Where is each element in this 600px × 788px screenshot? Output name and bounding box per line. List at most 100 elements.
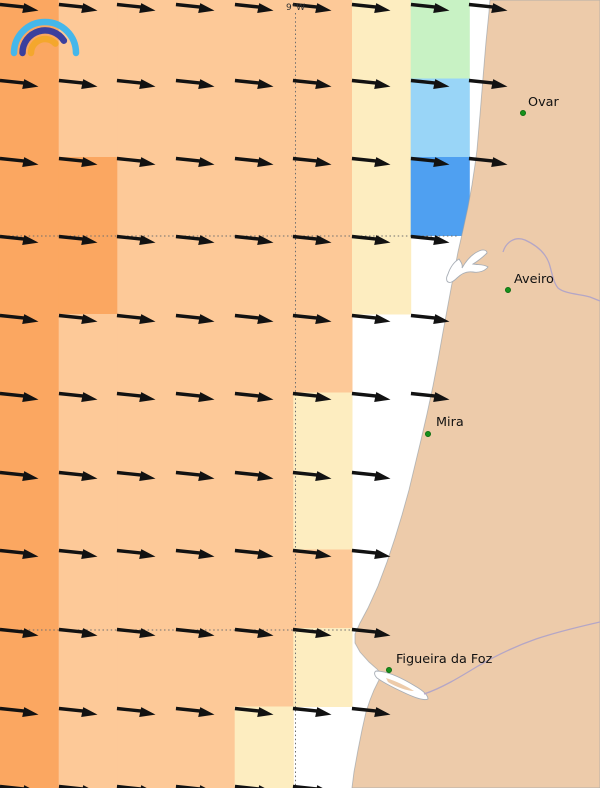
wind-arrow-east [351,706,391,717]
wind-speed-cell [0,471,60,550]
wind-arrow-east [410,78,450,89]
wind-speed-cell [58,157,118,236]
wind-speed-cell [117,471,177,550]
wind-arrow-east [292,706,332,717]
wind-speed-cell [234,549,294,629]
wind-arrow-east [410,234,450,245]
wind-speed-cell [58,549,118,629]
wind-speed-cell [58,392,118,472]
wind-arrow-east [0,2,39,13]
wind-arrow-east [351,156,391,167]
wind-speed-cell [352,157,412,236]
wind-arrow-east [468,2,508,13]
wind-arrow-east [410,156,450,167]
logo-inner-arc [27,35,59,57]
wind-arrow-east [0,548,39,559]
wind-speed-cell [58,0,118,79]
wind-arrow-east [0,78,39,89]
wind-arrow-east [116,470,156,481]
wind-arrow-east [175,313,215,324]
wind-arrow-east [175,78,215,89]
city-markers: Ovar Aveiro Mira Figueira da Foz [385,95,559,674]
wind-speed-cell [410,0,470,79]
wind-arrow-east [116,2,156,13]
wind-arrow-east [175,627,215,638]
wind-speed-cell [234,0,294,79]
wind-speed-cell [58,78,118,158]
wind-arrow-east [116,156,156,167]
wind-speed-cell [58,314,118,393]
wind-arrow-east [0,391,39,402]
wind-speed-cell [117,314,177,393]
wind-arrow-east [351,548,391,559]
wind-arrow-east [351,2,391,13]
wind-arrow-east [116,706,156,717]
wind-speed-cell [117,392,177,472]
wind-speed-cell [410,78,470,158]
wind-speed-cell [410,157,470,236]
wind-arrow-east [468,156,508,167]
wind-speed-cell [176,471,236,550]
city-dot [504,286,511,293]
wind-arrow-east [292,391,332,402]
wind-speed-cell [234,157,294,236]
wind-speed-cell [234,392,294,472]
wind-arrow-east [0,234,39,245]
wind-arrow-east [58,470,98,481]
wind-speed-cell [0,314,60,393]
meridian-label: 9°W [286,3,305,13]
wind-arrow-east [0,706,39,717]
wind-arrow-east [351,470,391,481]
wind-arrow-east [234,627,274,638]
wind-arrow-east [292,78,332,89]
wind-arrow-east [58,78,98,89]
wind-arrow-east [351,78,391,89]
wind-speed-cell [293,471,353,550]
wind-speed-cell [0,706,60,788]
wind-arrow-east [116,78,156,89]
wind-speed-cell [293,235,353,315]
wind-arrow-east [410,391,450,402]
wind-arrow-east [58,391,98,402]
wind-speed-cell [58,471,118,550]
wind-speed-cell [352,0,412,79]
wind-arrow-east [58,234,98,245]
wind-speed-cell [117,78,177,158]
wind-speed-cell [58,235,118,315]
wind-speed-cell [117,157,177,236]
wind-speed-cell [293,549,353,629]
wind-arrow-east [116,313,156,324]
wind-speed-cell [176,706,236,788]
wind-speed-cell [176,78,236,158]
wind-speed-cell [0,549,60,629]
wind-arrow-east [234,548,274,559]
wind-speed-cell [0,235,60,315]
wind-speed-cell [0,392,60,472]
wind-arrow-east [410,313,450,324]
wind-arrow-east [234,470,274,481]
wind-arrow-east [175,2,215,13]
wind-speed-cell [234,235,294,315]
city-dot [520,110,527,117]
wind-arrow-east [58,2,98,13]
wind-speed-cell [176,549,236,629]
city-label: Mira [436,415,464,430]
wind-speed-cell [117,706,177,788]
wind-speed-cell [293,78,353,158]
wind-speed-cell [293,628,353,707]
wind-arrow-east [292,784,332,788]
wind-arrow-east [58,156,98,167]
wind-speed-cell [293,0,353,79]
logo-middle-arc [19,27,68,57]
wind-arrow-east [116,548,156,559]
wind-arrow-east [175,391,215,402]
wind-speed-cell [117,0,177,79]
wind-speed-cell [293,314,353,393]
wind-speed-cell [117,628,177,707]
wind-speed-cell [0,628,60,707]
wind-arrow-east [175,706,215,717]
wind-arrow-east [58,548,98,559]
wind-arrow-east [292,548,332,559]
